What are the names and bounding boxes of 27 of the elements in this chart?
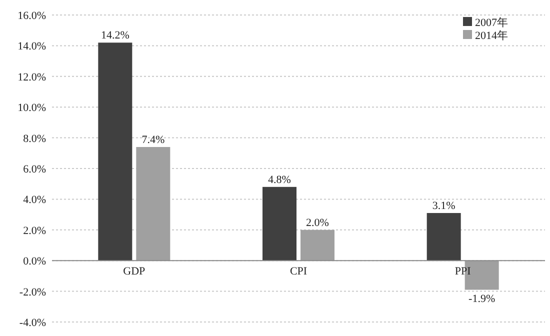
legend-label: 2007年 [475,17,508,29]
data-label: 4.8% [268,174,291,186]
x-tick-label: PPI [454,266,472,278]
y-tick-label: 4.0% [23,194,46,206]
data-label: 3.1% [432,200,456,212]
x-tick-label: CPI [290,266,308,278]
legend-label: 2014年 [475,30,508,42]
bar [98,42,132,261]
y-tick-label: 14.0% [18,40,46,53]
bar [136,147,170,261]
data-label: -1.9% [468,292,496,305]
y-tick-label: -2.0% [19,286,46,298]
y-tick-label: 6.0% [23,164,46,176]
bar [300,230,334,261]
data-label: 14.2% [100,30,130,42]
y-tick-label: 8.0% [23,132,46,145]
y-tick-label: 12.0% [18,71,46,84]
data-label: 7.4% [142,134,165,146]
y-tick-label: 0.0% [23,256,46,268]
y-tick-label: 2.0% [23,224,46,237]
bar [262,186,296,261]
x-tick-label: GDP [123,266,146,278]
y-tick-label: -4.0% [19,317,46,329]
y-tick-label: 16.0% [18,10,46,22]
data-label: 2.0% [306,216,329,229]
bar [426,213,461,261]
y-tick-label: 10.0% [18,102,46,114]
